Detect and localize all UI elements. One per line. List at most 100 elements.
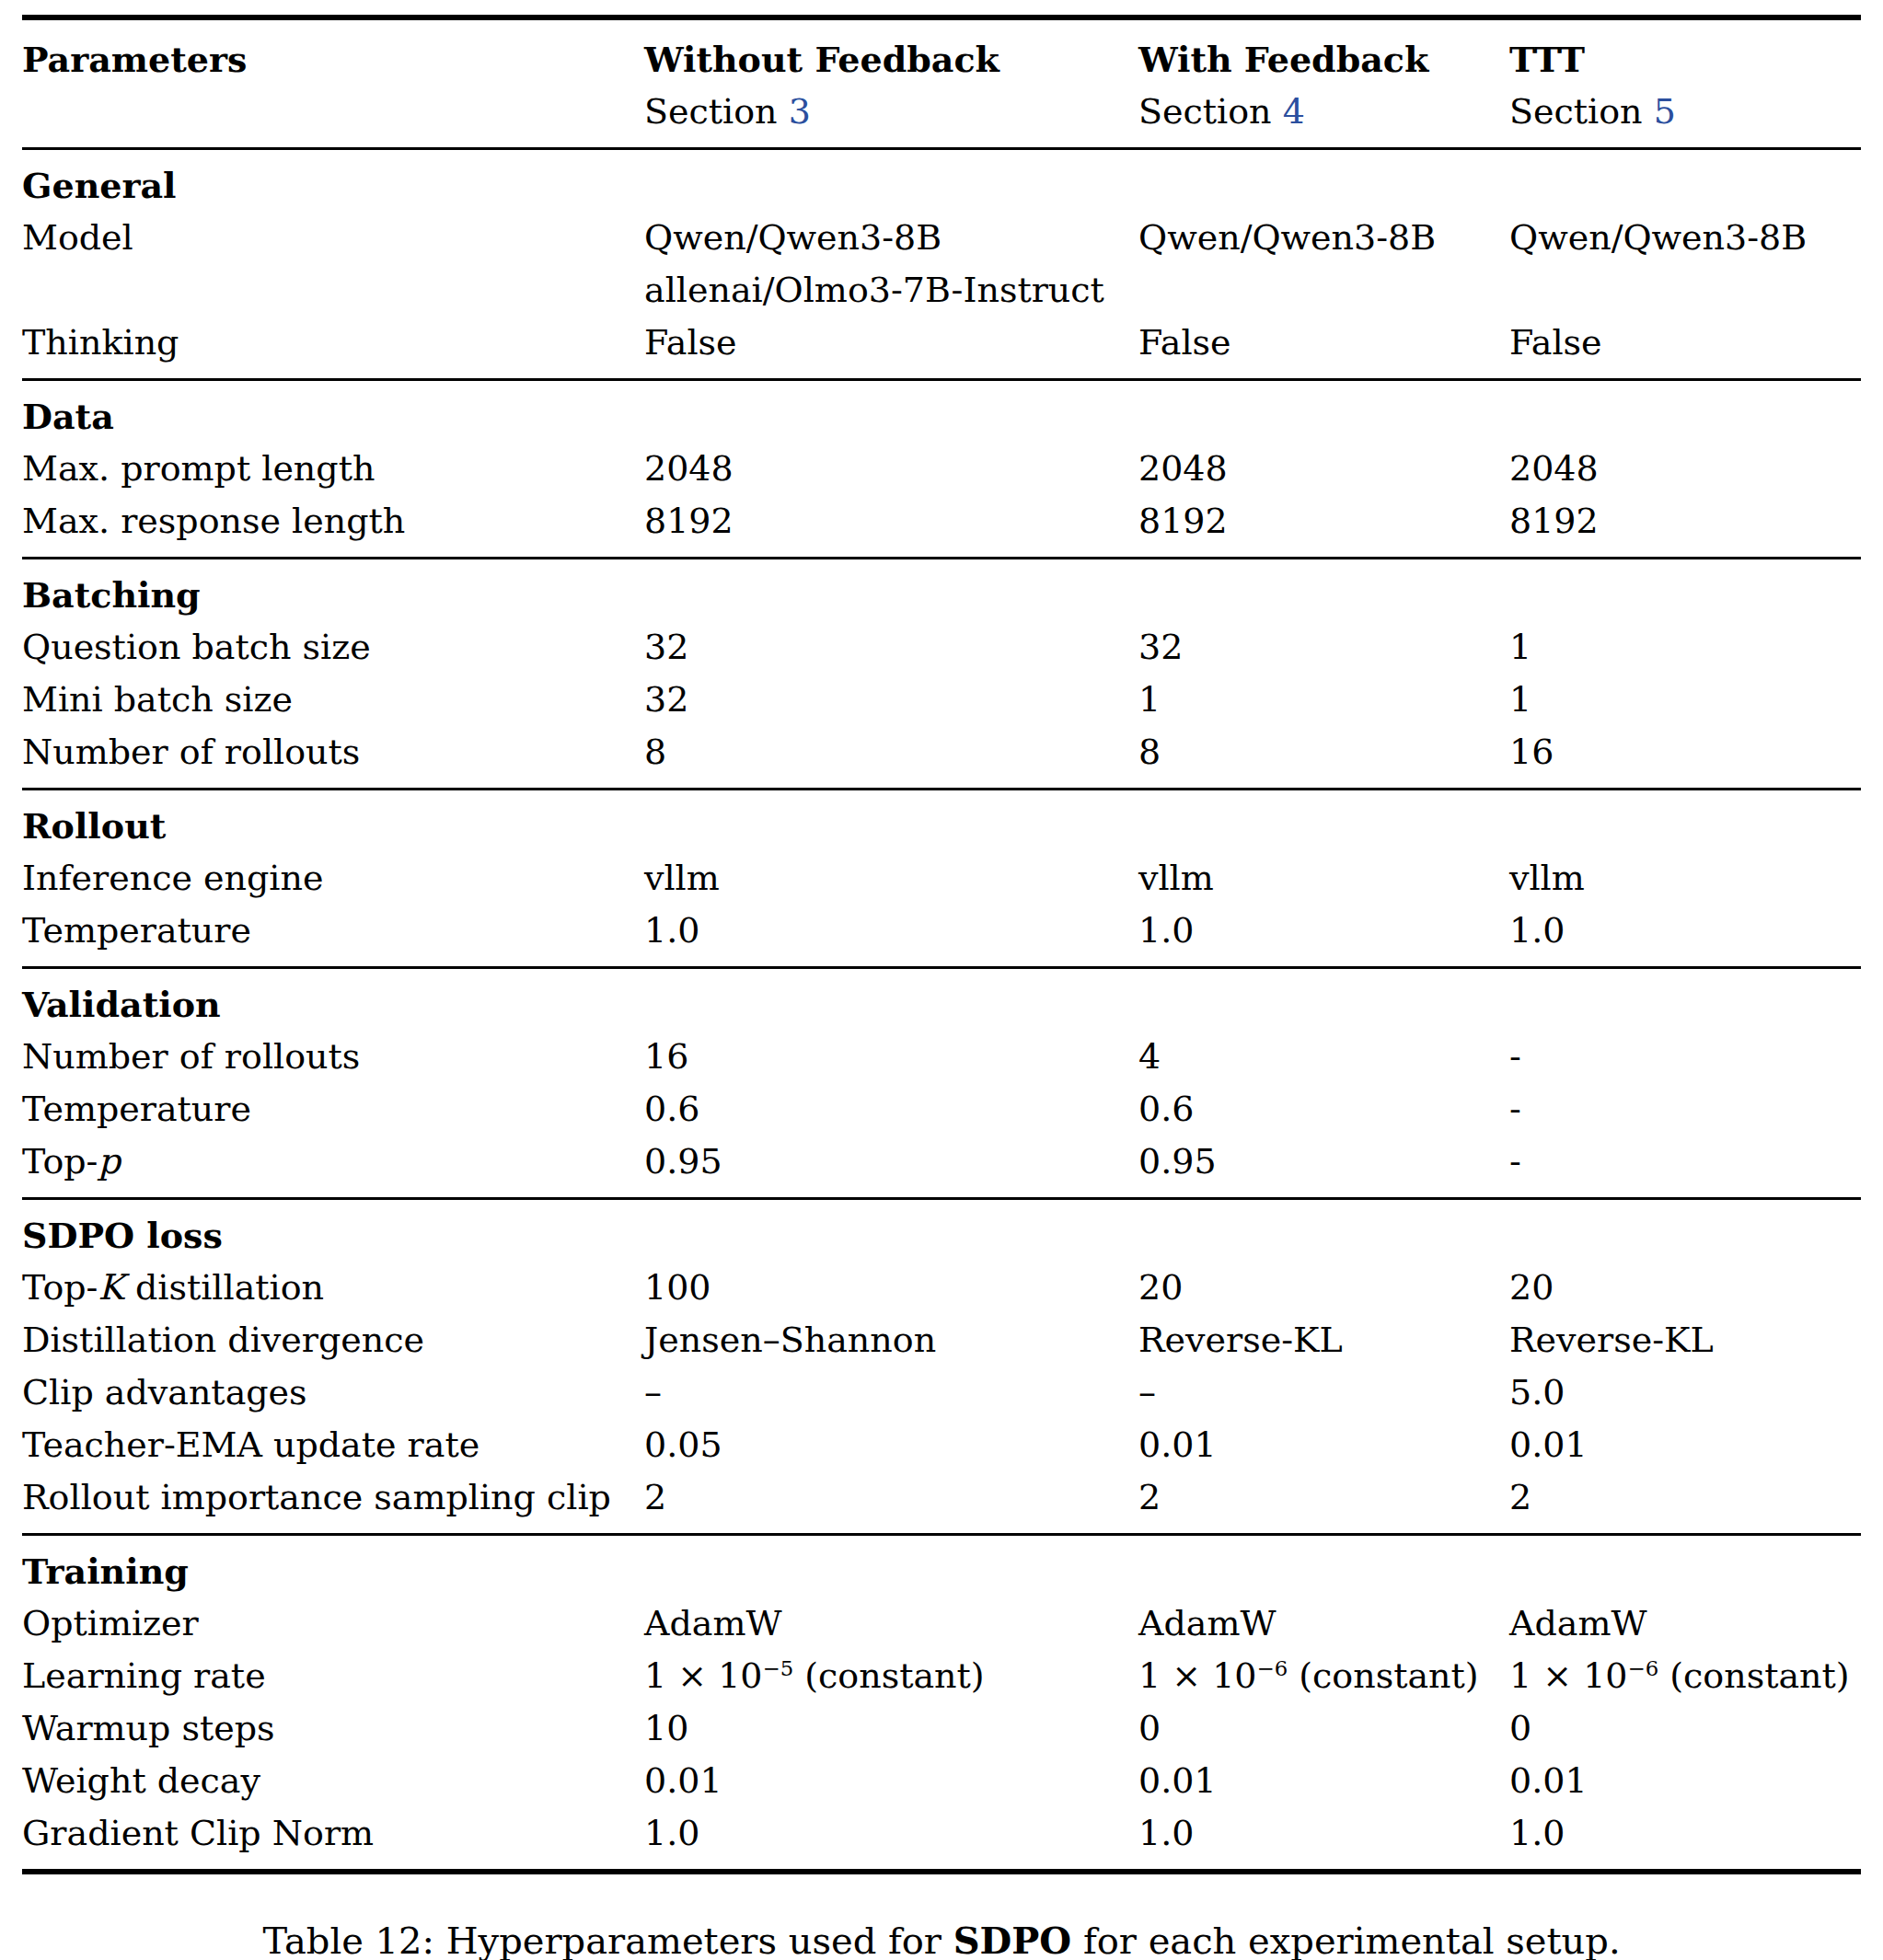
section-title: General <box>22 149 1861 213</box>
param-label: Temperature <box>22 905 644 968</box>
section-link[interactable]: 5 <box>1654 91 1676 132</box>
param-value: 2048 <box>644 443 1138 495</box>
param-value: 0.05 <box>644 1419 1138 1471</box>
param-value: 1 <box>1138 674 1509 726</box>
section-label: Section <box>644 91 789 132</box>
param-value: 100 <box>644 1262 1138 1314</box>
param-value: – <box>1138 1366 1509 1419</box>
table-row: Temperature0.60.6- <box>22 1083 1861 1136</box>
param-label: Mini batch size <box>22 674 644 726</box>
param-value: 1.0 <box>1509 1807 1861 1872</box>
table-row: Max. prompt length204820482048 <box>22 443 1861 495</box>
table-row: Learning rate1 × 10−5 (constant)1 × 10−6… <box>22 1650 1861 1702</box>
hyperparameters-table: Parameters Without Feedback With Feedbac… <box>22 15 1861 1874</box>
section-title: Training <box>22 1535 1861 1598</box>
section-batching: BatchingQuestion batch size32321Mini bat… <box>22 559 1861 790</box>
param-value: vllm <box>1138 852 1509 905</box>
section-label: Section <box>1138 91 1283 132</box>
table-row: Max. response length819281928192 <box>22 495 1861 559</box>
param-value: 1 <box>1509 674 1861 726</box>
table-row: Rollout importance sampling clip222 <box>22 1471 1861 1535</box>
param-label: Max. response length <box>22 495 644 559</box>
header-section-5: Section 5 <box>1509 86 1861 149</box>
param-value: 0.01 <box>644 1755 1138 1807</box>
param-value: 20 <box>1138 1262 1509 1314</box>
param-value: Reverse-KL <box>1138 1314 1509 1366</box>
param-value: False <box>1509 317 1861 380</box>
param-value: AdamW <box>644 1597 1138 1650</box>
param-label: Clip advantages <box>22 1366 644 1419</box>
table-row: Mini batch size3211 <box>22 674 1861 726</box>
section-title: Rollout <box>22 790 1861 853</box>
section-header-row: General <box>22 149 1861 213</box>
param-value: 0 <box>1138 1702 1509 1755</box>
table-row: ModelQwen/Qwen3-8Ballenai/Olmo3-7B-Instr… <box>22 212 1861 317</box>
section-title: Data <box>22 380 1861 444</box>
param-value: Qwen/Qwen3-8B <box>1509 212 1861 317</box>
param-value: 1 <box>1509 621 1861 674</box>
param-value: 2048 <box>1138 443 1509 495</box>
table-row: Temperature1.01.01.0 <box>22 905 1861 968</box>
section-validation: ValidationNumber of rollouts164-Temperat… <box>22 968 1861 1199</box>
param-value: 2 <box>1509 1471 1861 1535</box>
param-value: 1.0 <box>644 1807 1138 1872</box>
param-value: 1 × 10−6 (constant) <box>1509 1650 1861 1702</box>
param-value: 0.6 <box>644 1083 1138 1136</box>
section-title: Batching <box>22 559 1861 622</box>
param-value: 1.0 <box>1509 905 1861 968</box>
param-value: 0.95 <box>644 1136 1138 1199</box>
caption-bold: SDPO <box>953 1919 1072 1960</box>
param-label: Max. prompt length <box>22 443 644 495</box>
section-data: DataMax. prompt length204820482048Max. r… <box>22 380 1861 559</box>
param-value: 0.95 <box>1138 1136 1509 1199</box>
table-row: Top-p0.950.95- <box>22 1136 1861 1199</box>
param-value: 1 × 10−6 (constant) <box>1138 1650 1509 1702</box>
param-value: 0.01 <box>1509 1755 1861 1807</box>
param-value: 2 <box>1138 1471 1509 1535</box>
section-link[interactable]: 3 <box>789 91 811 132</box>
param-value: 2048 <box>1509 443 1861 495</box>
caption-pre: Table 12: Hyperparameters used for <box>262 1920 953 1960</box>
table-row: Weight decay0.010.010.01 <box>22 1755 1861 1807</box>
header-empty-cell <box>22 86 644 149</box>
param-value: False <box>644 317 1138 380</box>
param-value: Reverse-KL <box>1509 1314 1861 1366</box>
table-row: Number of rollouts164- <box>22 1031 1861 1083</box>
param-value: AdamW <box>1509 1597 1861 1650</box>
table-row: Gradient Clip Norm1.01.01.0 <box>22 1807 1861 1872</box>
param-value: Qwen/Qwen3-8Ballenai/Olmo3-7B-Instruct <box>644 212 1138 317</box>
section-general: GeneralModelQwen/Qwen3-8Ballenai/Olmo3-7… <box>22 149 1861 380</box>
section-link[interactable]: 4 <box>1283 91 1305 132</box>
param-value: 2 <box>644 1471 1138 1535</box>
param-value: AdamW <box>1138 1597 1509 1650</box>
param-value: 32 <box>644 621 1138 674</box>
param-value: 5.0 <box>1509 1366 1861 1419</box>
param-value: 32 <box>1138 621 1509 674</box>
header-ttt: TTT <box>1509 17 1861 86</box>
param-value: 0.01 <box>1138 1419 1509 1471</box>
param-value: False <box>1138 317 1509 380</box>
param-value: 0.6 <box>1138 1083 1509 1136</box>
param-label: Top-p <box>22 1136 644 1199</box>
param-value: 20 <box>1509 1262 1861 1314</box>
param-label: Gradient Clip Norm <box>22 1807 644 1872</box>
header-section-3: Section 3 <box>644 86 1138 149</box>
param-label: Question batch size <box>22 621 644 674</box>
param-label: Learning rate <box>22 1650 644 1702</box>
paper-table-page: Parameters Without Feedback With Feedbac… <box>0 15 1883 1960</box>
param-label: Warmup steps <box>22 1702 644 1755</box>
param-label: Optimizer <box>22 1597 644 1650</box>
header-title-row: Parameters Without Feedback With Feedbac… <box>22 17 1861 86</box>
table-row: OptimizerAdamWAdamWAdamW <box>22 1597 1861 1650</box>
param-label: Temperature <box>22 1083 644 1136</box>
section-header-row: SDPO loss <box>22 1199 1861 1262</box>
table-row: Clip advantages––5.0 <box>22 1366 1861 1419</box>
section-header-row: Validation <box>22 968 1861 1032</box>
caption-post: for each experimental setup. <box>1071 1920 1620 1960</box>
param-label: Weight decay <box>22 1755 644 1807</box>
header-section-row: Section 3 Section 4 Section 5 <box>22 86 1861 149</box>
param-value: vllm <box>644 852 1138 905</box>
param-value: 16 <box>644 1031 1138 1083</box>
param-value: 8 <box>1138 726 1509 790</box>
section-header-row: Batching <box>22 559 1861 622</box>
